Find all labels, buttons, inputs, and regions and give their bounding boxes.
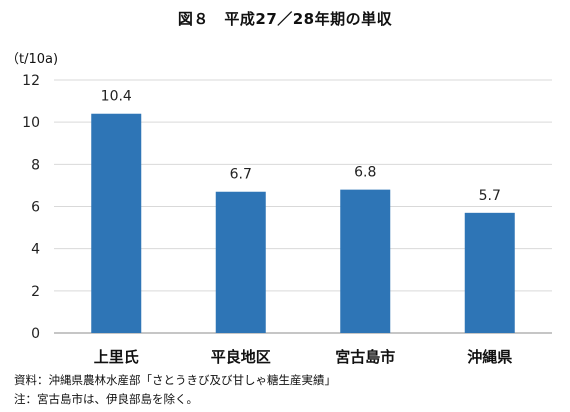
bar-value-label: 10.4 [101, 89, 132, 105]
x-axis-categories: 上里氏 平良地区 宮古島市 沖縄県 [94, 348, 513, 366]
x-category-label: 宮古島市 [335, 348, 395, 366]
source-note: 資料：沖縄県農林水産部「さとうきび及び甘しゃ糖生産実績」 [14, 373, 336, 387]
y-axis-unit-label: （t/10a) [6, 52, 59, 67]
y-tick-label: 12 [22, 73, 40, 89]
bar-value-label: 6.7 [230, 167, 252, 183]
y-tick-label: 0 [31, 326, 40, 342]
data-labels: 10.4 6.7 6.8 5.7 [101, 89, 501, 204]
x-category-label: 沖縄県 [467, 348, 512, 366]
bar-value-label: 5.7 [479, 188, 501, 204]
bar [91, 113, 142, 333]
bar [464, 212, 515, 333]
y-axis-ticks: 0 2 4 6 8 10 12 [22, 73, 40, 342]
y-tick-label: 6 [31, 200, 40, 216]
bar [340, 189, 391, 333]
bar-chart: 10.4 6.7 6.8 5.7 0 2 4 6 8 10 12 上里氏 平良地区 宮古島市 沖縄県 [22, 73, 552, 366]
y-tick-label: 4 [31, 242, 40, 258]
y-tick-label: 8 [31, 157, 40, 173]
bar [215, 191, 266, 333]
bars [91, 113, 515, 333]
x-category-label: 平良地区 [211, 348, 271, 366]
bar-value-label: 6.8 [354, 165, 376, 181]
chart-title: 図８ 平成27／28年期の単収 [177, 10, 393, 28]
footnote: 注：宮古島市は、伊良部島を除く。 [14, 392, 198, 406]
y-tick-label: 2 [31, 284, 40, 300]
x-category-label: 上里氏 [94, 348, 139, 366]
y-tick-label: 10 [22, 115, 40, 131]
